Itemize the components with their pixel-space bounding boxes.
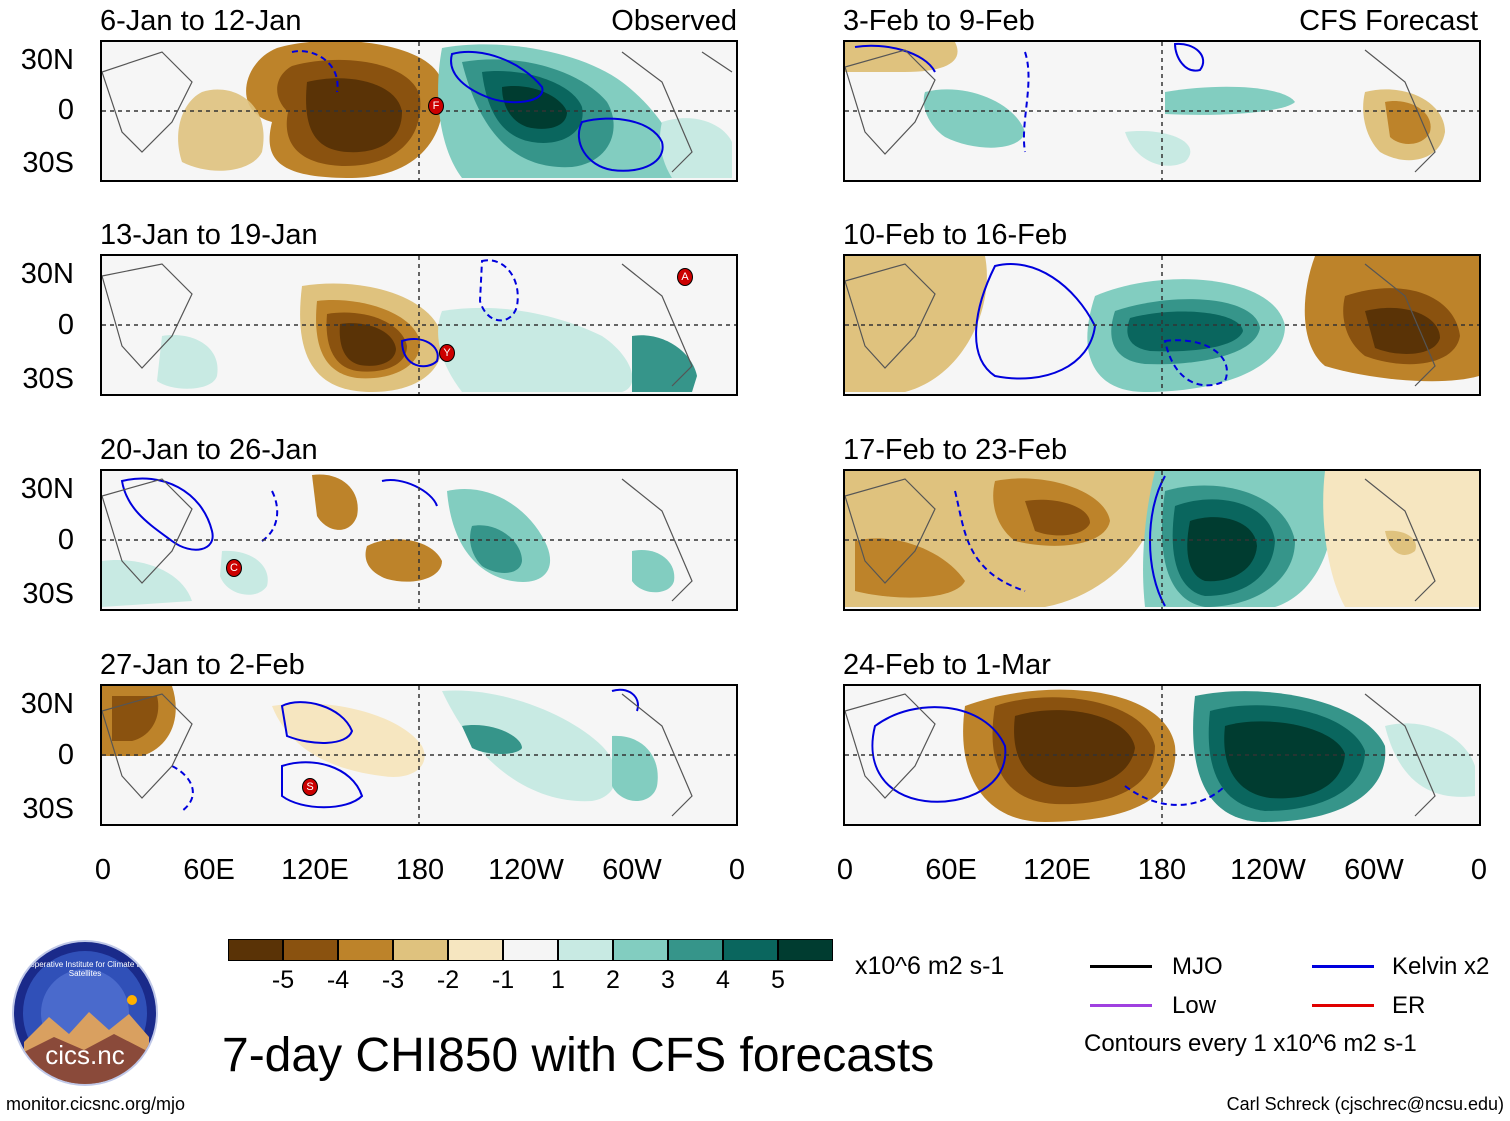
- lon-label-180: 180: [395, 854, 445, 886]
- lon-label-120e: 120E: [1023, 854, 1091, 886]
- logo-ring-text: Cooperative Institute for Climate and Sa…: [20, 960, 150, 978]
- map-panel-6: [843, 254, 1481, 396]
- colorbar-swatch: [558, 939, 613, 961]
- lat-label-30n: 30N: [20, 44, 74, 76]
- lat-label-0: 0: [57, 94, 74, 126]
- map-panel-8: [843, 684, 1481, 826]
- legend-er-label: ER: [1392, 992, 1426, 1019]
- legend-low-label: Low: [1172, 992, 1217, 1019]
- lat-label-30s: 30S: [22, 793, 74, 825]
- panel-7-title: 17-Feb to 23-Feb: [843, 434, 1068, 466]
- page-title: 7-day CHI850 with CFS forecasts: [222, 1029, 935, 1082]
- colorbar-tick: -5: [271, 966, 295, 994]
- map-panel-7: [843, 469, 1481, 611]
- lon-label-0: 0: [1470, 854, 1488, 886]
- lat-label-30s: 30S: [22, 363, 74, 395]
- panel-8-title: 24-Feb to 1-Mar: [843, 649, 1051, 681]
- lon-label-120e: 120E: [281, 854, 349, 886]
- colorbar-swatch: [613, 939, 668, 961]
- lat-label-0: 0: [57, 739, 74, 771]
- colorbar-swatch: [448, 939, 503, 961]
- panel-1-title: 6-Jan to 12-Jan: [100, 5, 302, 37]
- lon-label-0: 0: [836, 854, 854, 886]
- lat-label-30s: 30S: [22, 147, 74, 179]
- colorbar-tick: -2: [436, 966, 460, 994]
- colorbar-swatch: [228, 939, 283, 961]
- colorbar-swatch: [393, 939, 448, 961]
- legend-kelvin-line: [1312, 965, 1374, 968]
- lat-label-30n: 30N: [20, 258, 74, 290]
- colorbar-tick: 4: [716, 966, 730, 994]
- colorbar-tick: 1: [551, 966, 565, 994]
- map-panel-3: C: [100, 469, 738, 611]
- colorbar-swatch: [778, 939, 833, 961]
- wave-marker-a: A: [677, 268, 693, 286]
- wave-marker-c: C: [226, 559, 242, 577]
- footer-url: monitor.cicsnc.org/mjo: [6, 1094, 186, 1114]
- lat-label-30n: 30N: [20, 688, 74, 720]
- wave-marker-y: Y: [439, 344, 455, 362]
- lon-label-120w: 120W: [1230, 854, 1306, 886]
- colorbar-tick: -1: [491, 966, 515, 994]
- map-panel-1: F: [100, 40, 738, 182]
- colorbar-units: x10^6 m2 s-1: [855, 952, 1005, 980]
- lon-label-0: 0: [94, 854, 112, 886]
- panel-4-title: 27-Jan to 2-Feb: [100, 649, 305, 681]
- lat-label-30n: 30N: [20, 473, 74, 505]
- cics-logo: Cooperative Institute for Climate and Sa…: [12, 940, 158, 1086]
- lon-label-60e: 60E: [925, 854, 977, 886]
- lat-label-30s: 30S: [22, 578, 74, 610]
- lat-label-0: 0: [57, 524, 74, 556]
- colorbar-tick: -4: [326, 966, 350, 994]
- cfs-forecast-label: CFS Forecast: [1299, 5, 1478, 37]
- lat-label-0: 0: [57, 309, 74, 341]
- colorbar-tick: 3: [661, 966, 675, 994]
- lon-label-60e: 60E: [183, 854, 235, 886]
- lon-label-60w: 60W: [1344, 854, 1404, 886]
- colorbar-swatch: [668, 939, 723, 961]
- colorbar-tick: 5: [771, 966, 785, 994]
- legend-kelvin-label: Kelvin x2: [1392, 953, 1490, 980]
- lon-label-60w: 60W: [602, 854, 662, 886]
- legend-mjo-label: MJO: [1172, 953, 1223, 980]
- colorbar-swatch: [283, 939, 338, 961]
- lon-label-180: 180: [1137, 854, 1187, 886]
- colorbar-swatch: [503, 939, 558, 961]
- legend-low-line: [1090, 1004, 1152, 1007]
- logo-text: cics.nc: [45, 1040, 125, 1070]
- legend-mjo-line: [1090, 965, 1152, 968]
- colorbar-tick: -3: [381, 966, 405, 994]
- colorbar-swatch: [723, 939, 778, 961]
- colorbar-tick: 2: [606, 966, 620, 994]
- wave-marker-s: S: [302, 778, 318, 796]
- panel-5-title: 3-Feb to 9-Feb: [843, 5, 1035, 37]
- legend-contour-note: Contours every 1 x10^6 m2 s-1: [1084, 1030, 1417, 1057]
- panel-3-title: 20-Jan to 26-Jan: [100, 434, 318, 466]
- lon-label-0: 0: [728, 854, 746, 886]
- panel-6-title: 10-Feb to 16-Feb: [843, 219, 1068, 251]
- lon-label-120w: 120W: [488, 854, 564, 886]
- map-panel-4: S: [100, 684, 738, 826]
- observed-label: Observed: [611, 5, 737, 37]
- wave-marker-f: F: [428, 97, 444, 115]
- map-panel-5: [843, 40, 1481, 182]
- map-panel-2: A Y: [100, 254, 738, 396]
- panel-2-title: 13-Jan to 19-Jan: [100, 219, 318, 251]
- colorbar-swatch: [338, 939, 393, 961]
- footer-author: Carl Schreck (cjschrec@ncsu.edu): [1226, 1094, 1504, 1114]
- legend-er-line: [1312, 1004, 1374, 1007]
